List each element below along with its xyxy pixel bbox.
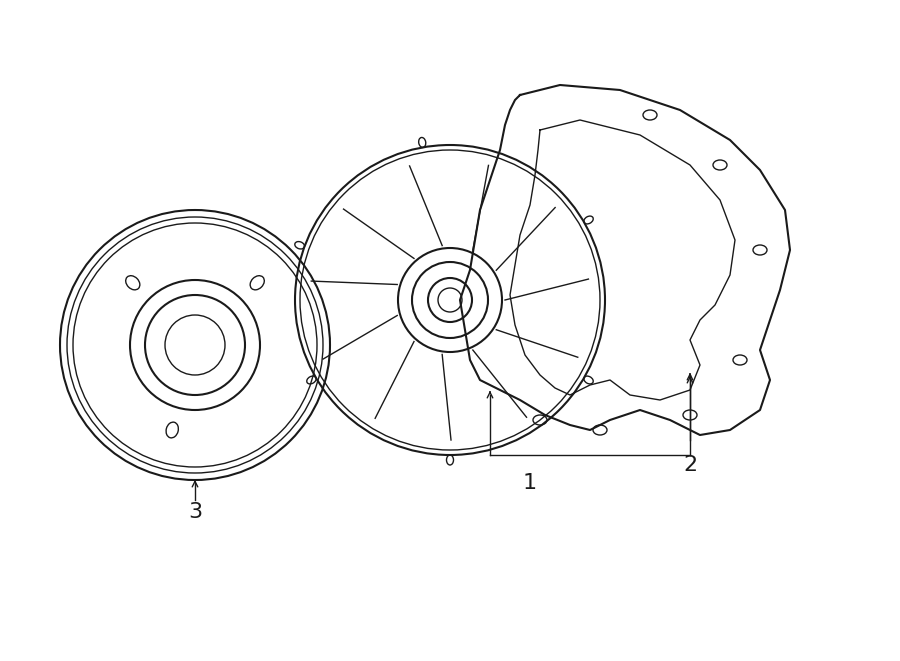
Text: 1: 1	[523, 473, 537, 493]
Text: 2: 2	[683, 455, 698, 475]
Text: 3: 3	[188, 502, 202, 522]
